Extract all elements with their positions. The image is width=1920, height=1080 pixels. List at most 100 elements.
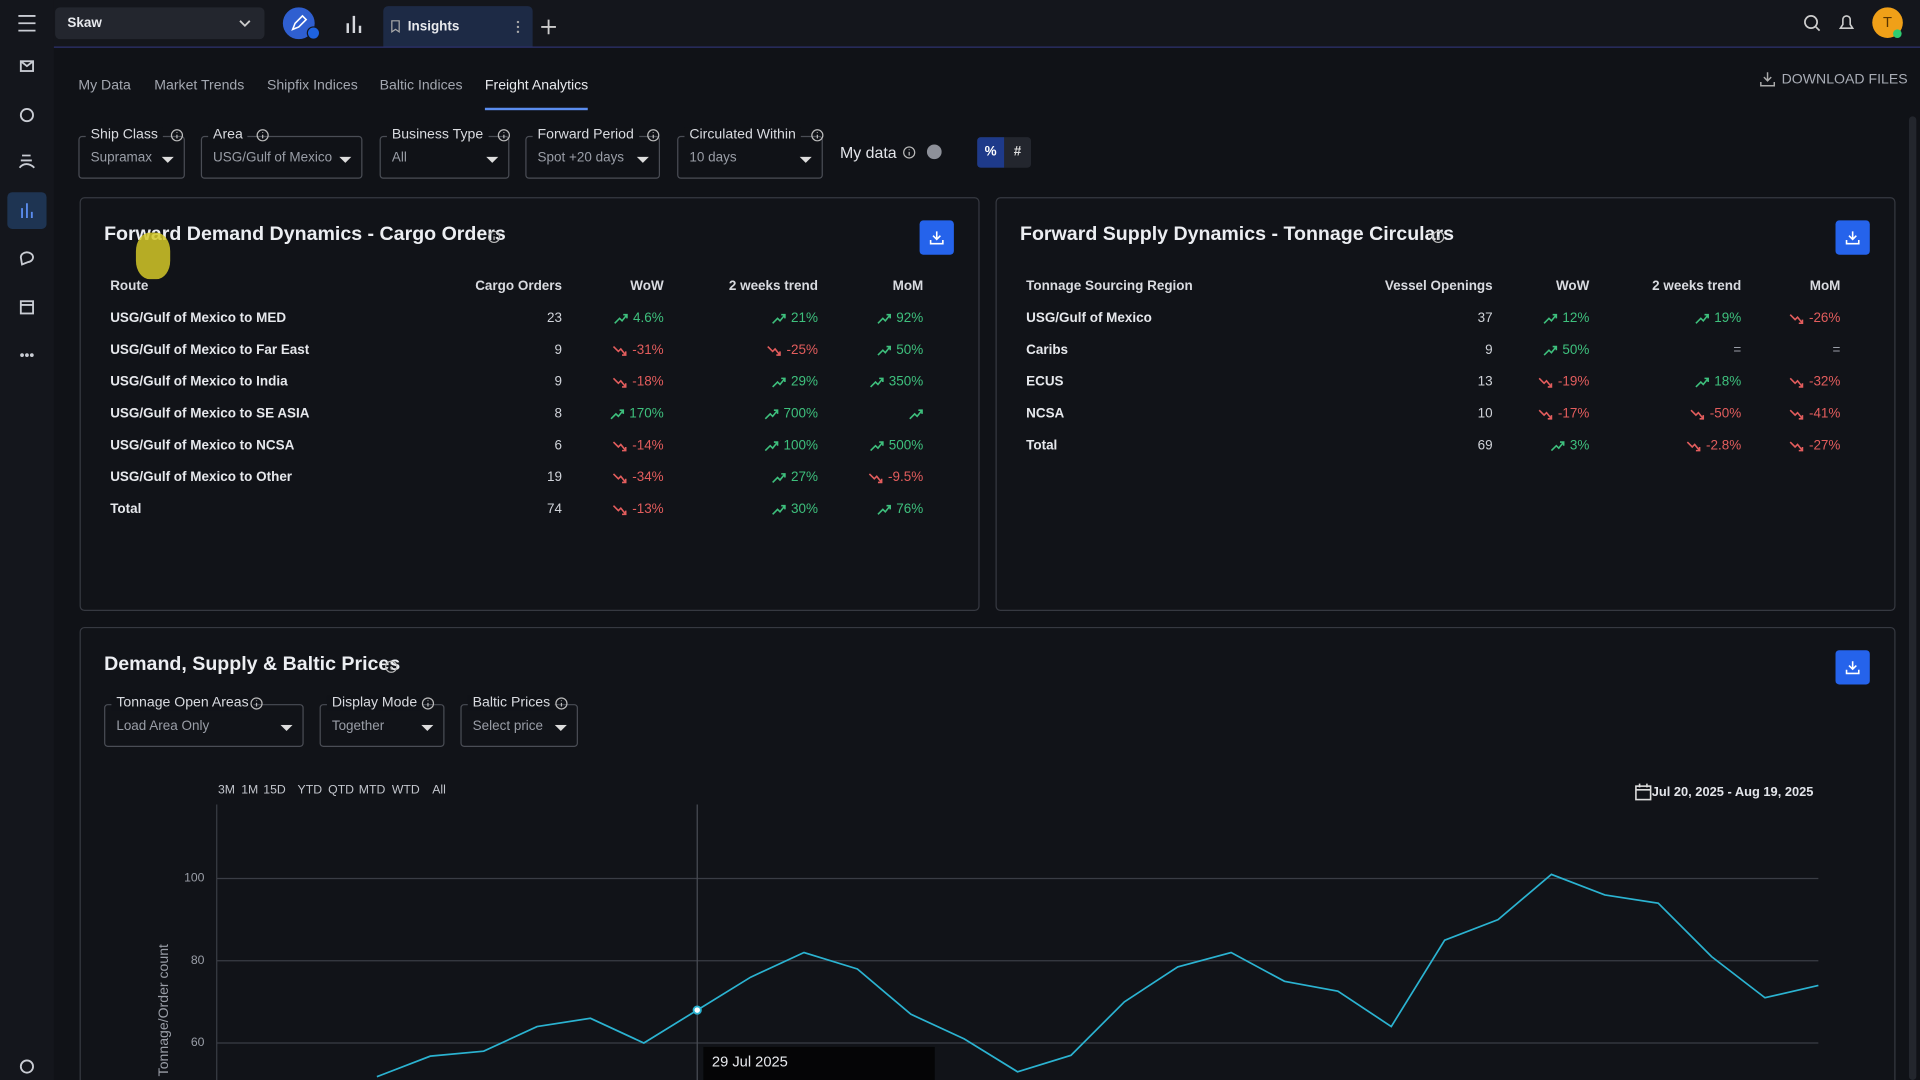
trend-down-icon (1539, 409, 1553, 419)
trend-up-icon (877, 345, 891, 356)
row-label: USG/Gulf of Mexico (1026, 311, 1152, 326)
trend-value: -13% (632, 502, 664, 517)
column-header: Vessel Openings (1384, 279, 1493, 294)
filter-label: Business Type (386, 127, 489, 143)
trend-cell: -25% (573, 340, 818, 360)
info-icon-svg (1432, 230, 1445, 244)
my-data-toggle[interactable] (926, 144, 942, 160)
trend-value: 30% (790, 502, 818, 517)
info-icon-svg (811, 129, 824, 142)
cell-number: 74 (547, 502, 563, 517)
scrollbar (1908, 116, 1917, 1080)
filter[interactable] (200, 135, 363, 179)
row-label: USG/Gulf of Mexico to Far East (110, 342, 310, 358)
range-button[interactable]: 15D (263, 783, 286, 798)
trend-cell: -31% (419, 340, 664, 360)
trend-up-icon (764, 408, 779, 419)
info-icon-svg (555, 697, 568, 710)
range-button[interactable]: QTD (328, 783, 355, 798)
nav-tab[interactable]: Freight Analytics (484, 78, 589, 94)
trend-cell: 170% (419, 404, 664, 424)
trend-cell: -17% (1344, 404, 1589, 424)
add-tab[interactable] (540, 18, 557, 35)
cell-number: 19 (547, 470, 563, 485)
tab-name: Insights (407, 19, 460, 35)
toggle-count[interactable]: # (1013, 144, 1022, 160)
trend-down-icon (1790, 377, 1804, 388)
caret-svg (636, 156, 649, 163)
info-icon (487, 230, 501, 244)
caret (554, 721, 567, 732)
trend-cell: 76% (678, 500, 923, 520)
trend-up-icon (1543, 313, 1558, 324)
caret-svg (486, 156, 499, 163)
filter-value: Select price (472, 718, 544, 734)
cursor-highlight (135, 232, 171, 280)
range-button[interactable]: 3M (217, 783, 235, 798)
info-icon (811, 129, 824, 142)
toggle-percent[interactable]: % (977, 137, 1005, 168)
trend-cell: = (1596, 340, 1841, 360)
workspace-dropdown[interactable]: Skaw (55, 7, 265, 40)
data-line (376, 873, 1819, 1078)
trend-down-icon (767, 345, 782, 356)
calendar-icon (1635, 783, 1652, 801)
caret-svg (280, 724, 293, 732)
trend-down-icon (613, 504, 627, 515)
trend-value: = (1832, 342, 1841, 358)
info-icon-svg (250, 697, 263, 710)
trend-up-icon (772, 313, 786, 324)
nav-tab[interactable]: Market Trends (154, 78, 245, 94)
nav-tab[interactable]: Baltic Indices (379, 78, 463, 94)
trend-value: -19% (1557, 374, 1590, 390)
top-right-icons[interactable] (1800, 10, 1873, 39)
info-icon-svg (170, 129, 184, 142)
download-glyph (1845, 660, 1860, 675)
trend-cell: -34% (419, 468, 664, 488)
filter-label: Area (208, 127, 248, 143)
trend-up-icon (1543, 345, 1558, 356)
trend-cell: -27% (1596, 436, 1840, 456)
info-icon (250, 697, 263, 710)
range-button[interactable]: MTD (358, 783, 386, 798)
caret (636, 153, 649, 163)
date-range[interactable]: Jul 20, 2025 - Aug 19, 2025 (1651, 784, 1814, 800)
info-icon (170, 129, 184, 142)
trend-value: 19% (1714, 311, 1742, 326)
info-icon (497, 129, 510, 142)
workspace-name: Skaw (67, 15, 102, 31)
info-icon-svg (256, 129, 269, 142)
download-files[interactable]: DOWNLOAD FILES (1781, 72, 1908, 87)
trend-cell: 12% (1344, 309, 1589, 329)
filter-value: Load Area Only (116, 718, 210, 734)
trend-cell: -19% (1344, 372, 1589, 392)
trend-up-icon (772, 504, 786, 515)
bookmark-icon (391, 20, 400, 33)
column-header: MoM (892, 279, 924, 294)
nav-tab[interactable]: My Data (78, 78, 131, 94)
filter-value: Supramax (90, 150, 153, 166)
info-icon (647, 129, 660, 142)
row-label: USG/Gulf of Mexico to SE ASIA (110, 406, 310, 422)
range-button[interactable]: YTD (297, 783, 323, 798)
trend-down-icon (1690, 409, 1705, 419)
nav-tab[interactable]: Shipfix Indices (266, 78, 358, 94)
range-button[interactable]: WTD (391, 783, 420, 798)
range-button[interactable]: 1M (241, 783, 259, 798)
range-button[interactable]: All (432, 783, 446, 798)
display-toggle: % # (977, 137, 1032, 168)
trend-cell: 92% (678, 309, 923, 329)
trend-value: 700% (783, 406, 818, 422)
row-label: NCSA (1026, 406, 1065, 422)
trend-up-icon (877, 504, 891, 515)
trend-value: -34% (632, 470, 664, 485)
insights-tab[interactable]: Insights (383, 6, 533, 47)
caret-svg (161, 156, 174, 163)
column-header: Cargo Orders (475, 279, 563, 294)
trend-value: 29% (790, 374, 818, 390)
column-header: WoW (630, 279, 664, 294)
cell-number: 69 (1477, 438, 1493, 454)
trend-up-icon (772, 376, 786, 387)
download-glyph (1845, 230, 1860, 245)
top-icons[interactable] (282, 6, 370, 43)
